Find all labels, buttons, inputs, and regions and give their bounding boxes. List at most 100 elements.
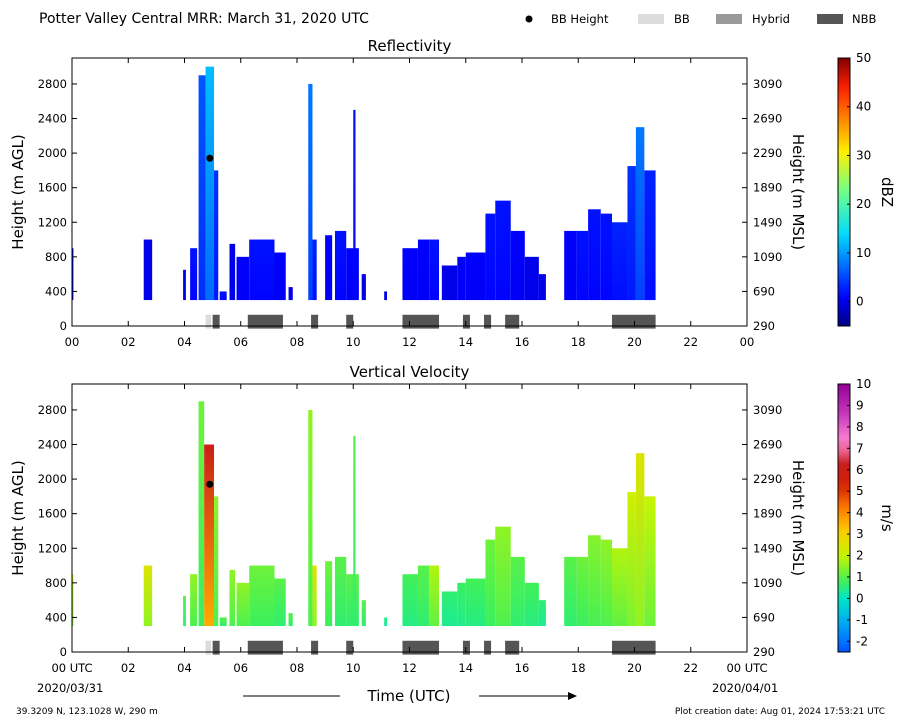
y-tick-label: 400 xyxy=(45,610,67,624)
colorbar-tick-label: 3 xyxy=(856,527,864,541)
x-tick-label: 00 xyxy=(65,335,80,349)
echo-column xyxy=(510,556,525,627)
echo-column xyxy=(288,613,293,627)
echo-column xyxy=(485,539,496,627)
x-tick-label: 08 xyxy=(290,335,305,349)
echo-column xyxy=(600,213,612,301)
echo-column xyxy=(402,248,418,301)
legend-bb-swatch xyxy=(638,14,664,24)
echo-column xyxy=(564,556,577,627)
x-tick-label: 16 xyxy=(515,335,530,349)
x-axis-label: Time (UTC) xyxy=(367,687,451,705)
echo-column xyxy=(457,582,466,627)
echo-column xyxy=(72,248,74,301)
y2-tick-label: 1090 xyxy=(753,576,782,590)
echo-column xyxy=(143,239,153,301)
colorbar-tick-label: 50 xyxy=(856,51,871,65)
x-tick-label: 20 xyxy=(627,661,642,675)
panel-title: Reflectivity xyxy=(368,37,452,55)
echo-column xyxy=(635,453,645,627)
y2-tick-label: 1090 xyxy=(753,250,782,264)
y2-tick-label: 3090 xyxy=(753,77,782,91)
x-tick-label: 16 xyxy=(515,661,530,675)
echo-column xyxy=(384,617,387,627)
echo-column xyxy=(249,565,275,627)
y-tick-label: 1200 xyxy=(38,215,67,229)
echo-column xyxy=(346,574,359,627)
y-tick-label: 0 xyxy=(60,319,67,333)
bb-flag-bar xyxy=(205,640,212,655)
x-tick-label: 06 xyxy=(233,335,248,349)
bb-flag-bar xyxy=(612,640,656,655)
echo-column xyxy=(229,243,236,301)
y2-tick-label: 2290 xyxy=(753,146,782,160)
start-date-label: 2020/03/31 xyxy=(37,681,103,695)
bb-flag-bar xyxy=(484,314,492,329)
echo-column xyxy=(644,170,656,301)
echo-column xyxy=(274,578,286,627)
legend-bb-height-label: BB Height xyxy=(551,12,609,26)
colorbar-tick-label: 8 xyxy=(856,420,864,434)
echo-column xyxy=(236,256,250,301)
legend-nbb-swatch xyxy=(817,14,843,24)
y2-tick-label: 2290 xyxy=(753,472,782,486)
bb-flag-bar xyxy=(505,640,520,655)
echo-column xyxy=(635,127,645,301)
y2-tick-label: 3090 xyxy=(753,403,782,417)
echo-column xyxy=(485,213,496,301)
colorbar-tick-label: 4 xyxy=(856,506,864,520)
bb-flag-bar xyxy=(311,314,319,329)
echo-column xyxy=(190,574,198,627)
x-tick-label: 00 UTC xyxy=(726,661,767,675)
colorbar-label: dBZ xyxy=(878,177,896,207)
bb-flag-bar xyxy=(346,640,354,655)
bb-height-point xyxy=(206,480,214,488)
colorbar-tick-label: 6 xyxy=(856,463,864,477)
echo-column xyxy=(495,526,511,627)
echo-column xyxy=(429,565,440,627)
echo-column xyxy=(312,565,317,627)
y-tick-label: 2400 xyxy=(38,438,67,452)
legend-nbb-label: NBB xyxy=(852,12,876,26)
x-tick-label: 02 xyxy=(121,335,136,349)
y-tick-label: 1600 xyxy=(38,181,67,195)
echo-column xyxy=(564,230,577,301)
x-tick-label: 10 xyxy=(346,335,361,349)
echo-column xyxy=(495,200,511,301)
echo-column xyxy=(334,230,347,301)
y-tick-label: 0 xyxy=(60,645,67,659)
x-tick-label: 18 xyxy=(571,335,586,349)
x-tick-label: 12 xyxy=(402,335,417,349)
x-tick-label: 08 xyxy=(290,661,305,675)
bb-flag-bar xyxy=(212,640,220,655)
colorbar-tick-label: 9 xyxy=(856,398,864,412)
bb-flag-bar xyxy=(247,640,283,655)
time-arrow-head-icon xyxy=(568,692,577,700)
echo-column xyxy=(465,578,486,627)
echo-column xyxy=(143,565,153,627)
echo-column xyxy=(198,75,206,301)
echo-column xyxy=(627,492,636,627)
echo-column xyxy=(214,496,219,627)
legend-hybrid-label: Hybrid xyxy=(752,12,790,26)
colorbar-tick-label: 5 xyxy=(856,484,864,498)
echo-column xyxy=(183,595,186,627)
echo-column xyxy=(524,256,539,301)
echo-column xyxy=(524,582,539,627)
y-tick-label: 2400 xyxy=(38,112,67,126)
legend-bb-label: BB xyxy=(674,12,690,26)
bb-flag-bar xyxy=(212,314,220,329)
echo-column xyxy=(600,539,612,627)
y-axis-label: Height (m AGL) xyxy=(9,460,27,575)
x-tick-label: 10 xyxy=(346,661,361,675)
echo-column xyxy=(205,66,215,301)
echo-column xyxy=(612,548,628,627)
echo-column xyxy=(72,574,74,627)
colorbar-tick-label: 2 xyxy=(856,549,864,563)
bb-flag-bar xyxy=(462,640,470,655)
y2-tick-label: 690 xyxy=(753,610,775,624)
bb-flag-bar xyxy=(612,314,656,329)
bb-flag-bar xyxy=(205,314,212,329)
y2-tick-label: 690 xyxy=(753,284,775,298)
